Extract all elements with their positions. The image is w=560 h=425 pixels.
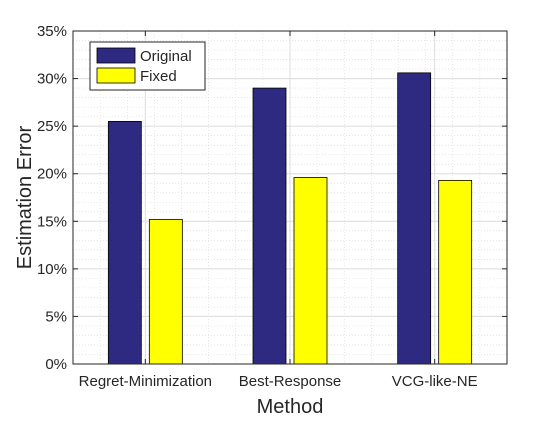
legend-swatch-fixed xyxy=(96,67,136,84)
y-tick-label: 0% xyxy=(45,356,67,373)
bar-fixed-2 xyxy=(293,177,328,365)
y-tick-label: 10% xyxy=(37,261,67,278)
bar-original-3 xyxy=(397,72,432,365)
bar-fixed-3 xyxy=(438,179,473,365)
bars xyxy=(107,72,473,365)
x-tick-label: Regret-Minimization xyxy=(79,373,212,390)
y-tick-label: 5% xyxy=(45,308,67,325)
legend-label-original: Original xyxy=(140,48,192,65)
bar-original-1 xyxy=(107,120,142,365)
y-tick-label: 30% xyxy=(37,71,67,88)
y-tick-label: 15% xyxy=(37,213,67,230)
x-axis-label: Method xyxy=(257,396,324,418)
y-tick-label: 35% xyxy=(37,23,67,40)
bar-fixed-1 xyxy=(148,218,183,365)
y-tick-label: 20% xyxy=(37,166,67,183)
y-axis-label: Estimation Error xyxy=(14,125,36,269)
legend-swatch-original xyxy=(96,47,136,64)
x-tick-label: Best-Response xyxy=(239,373,342,390)
legend-label-fixed: Fixed xyxy=(140,68,177,85)
x-tick-label: VCG-like-NE xyxy=(392,373,478,390)
bar-original-2 xyxy=(252,87,287,365)
y-tick-label: 25% xyxy=(37,118,67,135)
legend: Original Fixed xyxy=(89,41,206,91)
axis-ticks: 0% 5% 10% 15% 20% 25% 30% 35% Regret-Minimizatio… xyxy=(37,23,507,390)
